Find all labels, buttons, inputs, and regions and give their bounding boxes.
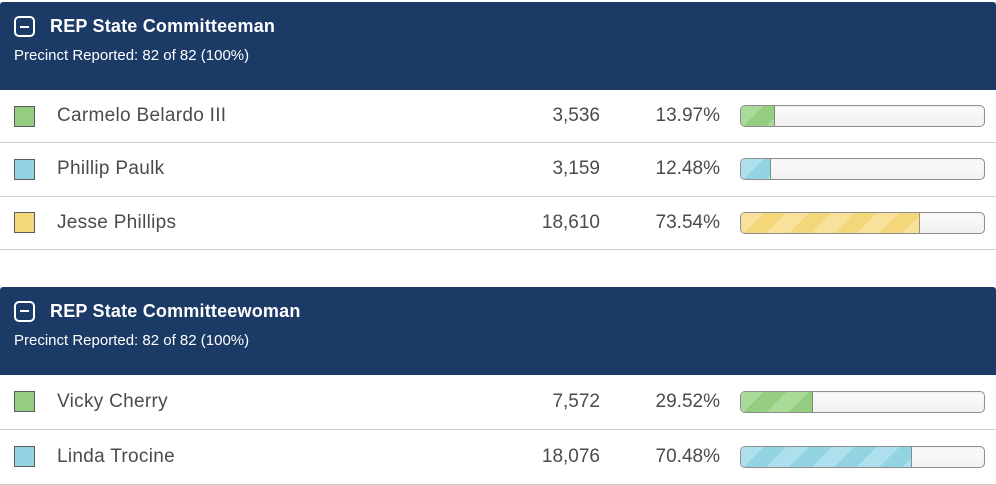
vote-count: 3,536 bbox=[552, 105, 600, 127]
result-bar bbox=[740, 390, 985, 413]
contest-title: REP State Committeewoman bbox=[50, 300, 301, 321]
contest-rep-state-committeewoman: REP State Committeewoman Precinct Report… bbox=[0, 286, 996, 485]
candidate-name: Vicky Cherry bbox=[57, 390, 168, 412]
candidate-name: Linda Trocine bbox=[57, 445, 175, 467]
result-bar bbox=[740, 211, 985, 234]
vote-percent: 70.48% bbox=[655, 445, 720, 467]
candidate-color-swatch bbox=[14, 212, 35, 234]
candidate-list: Carmelo Belardo III 3,536 13.97% Phillip… bbox=[0, 90, 996, 250]
candidate-color-swatch bbox=[14, 391, 35, 413]
contest-title: REP State Committeeman bbox=[50, 16, 276, 36]
contest-title-row: REP State Committeeman bbox=[14, 16, 982, 37]
result-bar bbox=[740, 158, 985, 181]
contest-header[interactable]: REP State Committeewoman Precinct Report… bbox=[0, 286, 996, 375]
candidate-row: Jesse Phillips 18,610 73.54% bbox=[0, 197, 996, 250]
candidate-name: Jesse Phillips bbox=[57, 211, 177, 233]
vote-count: 3,159 bbox=[552, 158, 600, 180]
vote-percent: 29.52% bbox=[655, 390, 720, 412]
candidate-color-swatch bbox=[14, 446, 35, 468]
section-gap bbox=[0, 249, 996, 287]
result-bar-fill bbox=[741, 391, 813, 412]
candidate-name: Carmelo Belardo III bbox=[57, 105, 227, 127]
result-bar bbox=[740, 105, 985, 128]
candidate-color-swatch bbox=[14, 158, 35, 180]
result-bar bbox=[740, 445, 985, 468]
result-bar-fill bbox=[741, 159, 772, 180]
contest-title-row: REP State Committeewoman bbox=[14, 300, 982, 322]
vote-percent: 73.54% bbox=[655, 211, 720, 233]
candidate-row: Phillip Paulk 3,159 12.48% bbox=[0, 143, 996, 197]
collapse-toggle-icon[interactable] bbox=[14, 16, 35, 37]
vote-percent: 12.48% bbox=[655, 158, 720, 180]
collapse-toggle-icon[interactable] bbox=[14, 300, 35, 322]
candidate-row: Linda Trocine 18,076 70.48% bbox=[0, 430, 996, 485]
contest-rep-state-committeeman: REP State Committeeman Precinct Reported… bbox=[0, 2, 996, 250]
vote-count: 18,076 bbox=[541, 445, 600, 467]
vote-percent: 13.97% bbox=[655, 105, 720, 127]
candidate-list: Vicky Cherry 7,572 29.52% Linda Trocine … bbox=[0, 374, 996, 485]
result-bar-fill bbox=[741, 446, 913, 467]
precincts-reported: Precinct Reported: 82 of 82 (100%) bbox=[14, 331, 250, 349]
result-bar-fill bbox=[741, 212, 920, 233]
vote-count: 18,610 bbox=[541, 211, 600, 233]
vote-count: 7,572 bbox=[552, 390, 600, 412]
candidate-name: Phillip Paulk bbox=[57, 158, 165, 180]
result-bar-fill bbox=[741, 106, 775, 127]
minus-icon bbox=[20, 310, 29, 313]
candidate-color-swatch bbox=[14, 105, 35, 127]
candidate-row: Carmelo Belardo III 3,536 13.97% bbox=[0, 90, 996, 144]
precincts-reported: Precinct Reported: 82 of 82 (100%) bbox=[14, 47, 250, 64]
minus-icon bbox=[20, 25, 29, 28]
candidate-row: Vicky Cherry 7,572 29.52% bbox=[0, 375, 996, 430]
contest-header[interactable]: REP State Committeeman Precinct Reported… bbox=[0, 2, 996, 90]
